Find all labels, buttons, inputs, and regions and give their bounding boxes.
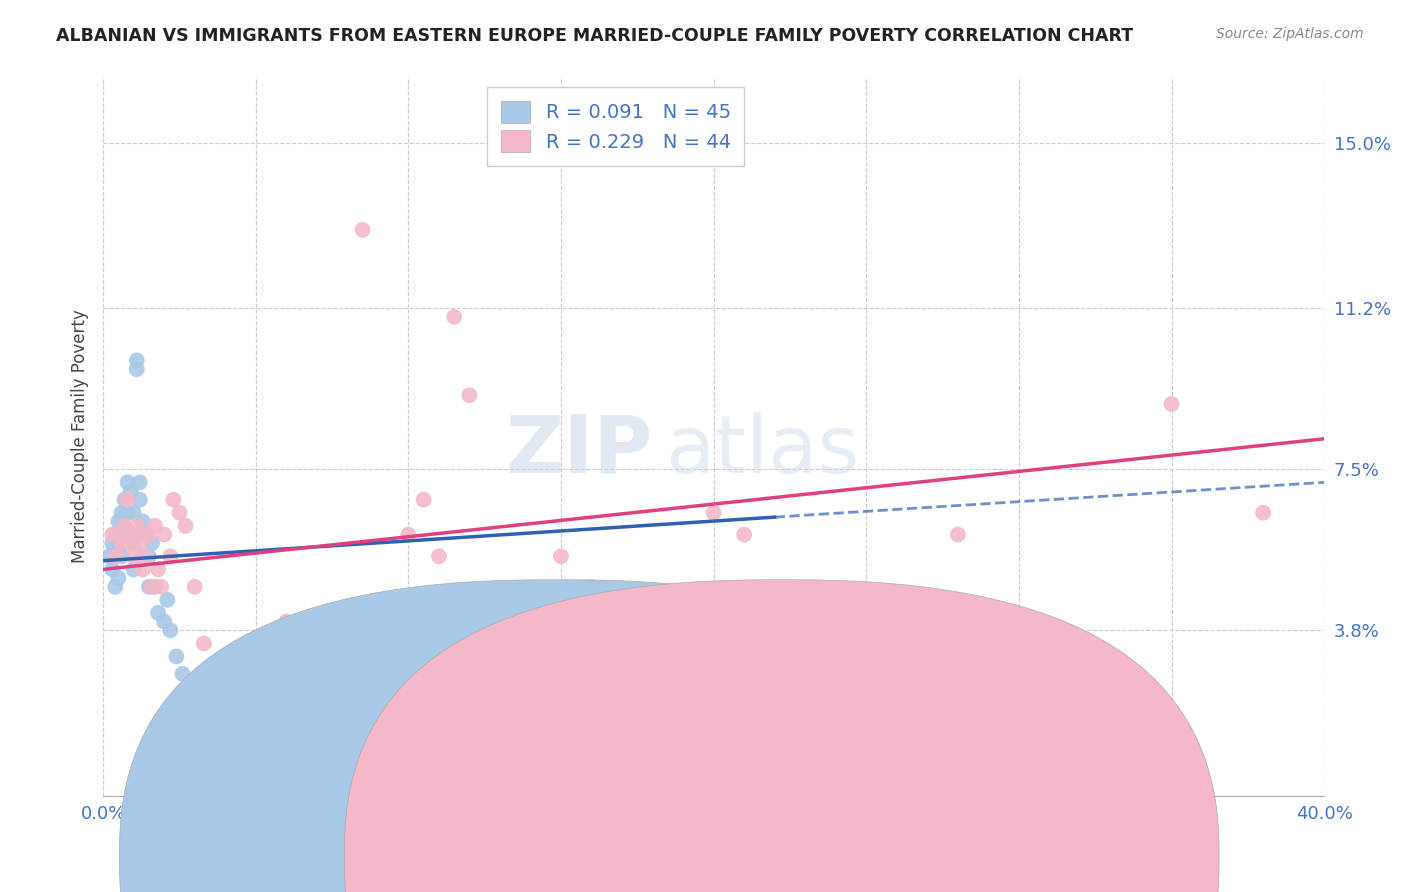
Point [229,701,252,715]
Point [120,527,142,541]
Point [169,506,191,520]
Point [110,527,132,541]
Point [321,745,343,759]
Point [156,592,179,607]
Point [101,562,124,576]
Point [146,562,169,576]
Point [135,527,157,541]
Text: Albanians: Albanians [591,847,672,865]
Point [132,562,155,576]
Point [122,549,145,564]
Point [150,580,173,594]
Point [135,549,157,564]
Point [183,580,205,594]
Point [183,693,205,707]
Point [110,536,132,550]
Point [141,536,163,550]
Point [104,580,127,594]
Point [396,527,419,541]
Point [138,527,160,541]
Point [305,636,328,650]
Point [117,492,139,507]
Point [245,723,267,738]
Point [122,527,145,541]
Point [550,549,572,564]
Point [946,527,969,541]
Point [162,492,184,507]
Text: ALBANIAN VS IMMIGRANTS FROM EASTERN EUROPE MARRIED-COUPLE FAMILY POVERTY CORRELA: ALBANIAN VS IMMIGRANTS FROM EASTERN EURO… [56,27,1133,45]
Point [110,506,132,520]
Point [1160,397,1182,411]
Point [138,549,160,564]
Point [141,580,163,594]
Point [214,680,236,694]
Point [458,388,481,402]
Point [104,549,127,564]
Point [159,549,181,564]
Point [159,624,181,638]
Point [290,615,312,629]
Point [110,549,132,564]
Point [114,519,136,533]
Text: Immigrants from Eastern Europe: Immigrants from Eastern Europe [801,847,1073,865]
Point [1251,506,1274,520]
Point [146,606,169,620]
Text: ZIP: ZIP [505,412,652,490]
Point [138,580,160,594]
Point [128,492,150,507]
Point [165,649,187,664]
Point [128,536,150,550]
Point [107,571,129,585]
Point [336,693,359,707]
Point [98,549,121,564]
Point [352,223,374,237]
Point [125,362,148,376]
Point [143,519,166,533]
Point [143,580,166,594]
Point [824,592,846,607]
Point [443,310,465,324]
Point [733,527,755,541]
Point [101,527,124,541]
Point [153,527,176,541]
Point [172,666,194,681]
Point [153,615,176,629]
Point [132,549,155,564]
Point [107,515,129,529]
Point [703,506,725,520]
Point [276,737,298,751]
Point [174,519,197,533]
Point [190,710,212,724]
Point [412,492,434,507]
Point [117,506,139,520]
Point [120,536,142,550]
Point [122,562,145,576]
Point [122,536,145,550]
Point [125,519,148,533]
Point [104,527,127,541]
Text: Source: ZipAtlas.com: Source: ZipAtlas.com [1216,27,1364,41]
Point [107,536,129,550]
Point [114,519,136,533]
Point [132,515,155,529]
Point [122,506,145,520]
Point [125,353,148,368]
Point [120,483,142,498]
Point [114,536,136,550]
Point [276,615,298,629]
Point [193,636,215,650]
Point [581,580,603,594]
Legend: R = 0.091   N = 45, R = 0.229   N = 44: R = 0.091 N = 45, R = 0.229 N = 44 [488,87,745,166]
Point [128,475,150,490]
Point [321,649,343,664]
Point [101,536,124,550]
Y-axis label: Married-Couple Family Poverty: Married-Couple Family Poverty [72,310,89,564]
Point [117,475,139,490]
Text: atlas: atlas [665,412,859,490]
Point [107,527,129,541]
Point [114,492,136,507]
Point [427,549,450,564]
